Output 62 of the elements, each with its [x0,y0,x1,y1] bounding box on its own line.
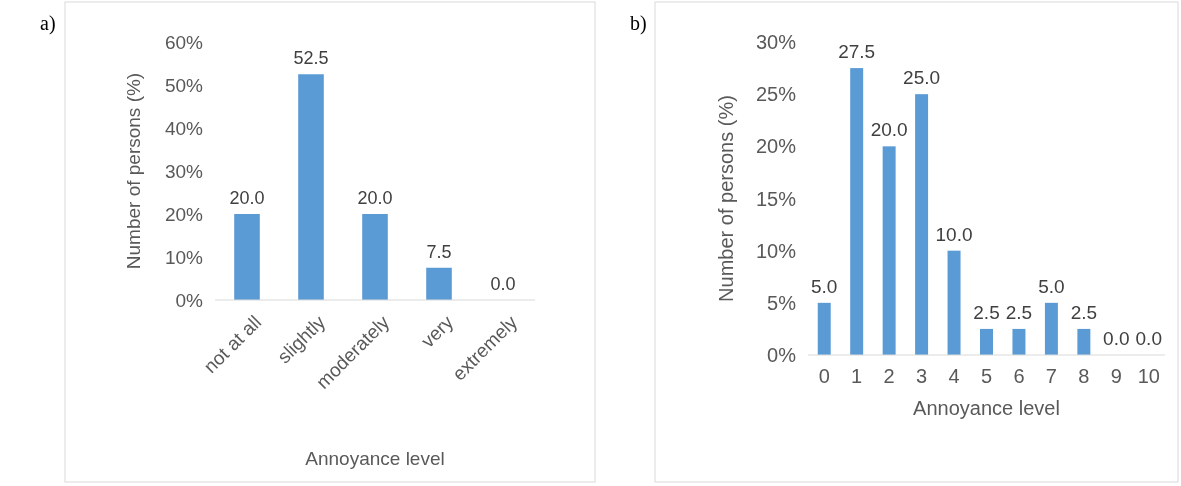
bar [1012,328,1026,355]
data-label: 20.0 [870,119,908,141]
bar [362,214,388,300]
x-tick-label: 3 [916,365,928,387]
y-tick-label: 30% [164,160,204,182]
data-label: 5.0 [811,275,838,297]
x-tick-label: 6 [1013,365,1025,387]
y-tick-label: 25% [755,83,797,106]
y-tick-label: 20% [164,203,204,225]
x-axis-title: Annoyance level [305,448,445,469]
data-label: 0.0 [1103,328,1130,349]
text: b) [630,12,647,35]
bar [298,74,324,300]
y-tick-label: 0% [767,344,797,366]
x-tick-label: not at all [199,311,266,378]
x-tick-label: 5 [980,365,993,387]
bar [980,328,993,355]
y-tick-label: 60% [164,31,204,53]
y-tick-label: 0% [175,289,204,311]
x-tick-label: 4 [948,365,960,387]
bar [915,94,929,355]
y-axis-title: Number of persons (%) [715,95,737,302]
x-tick-label: 2 [883,365,895,387]
x-tick-label: very [416,311,458,352]
data-label: 2.5 [973,301,1000,323]
bar [234,214,260,300]
data-label: 52.5 [293,48,329,69]
y-tick-label: 10% [164,246,204,268]
text: a) [40,12,56,35]
data-label: 2.5 [1070,301,1098,323]
y-tick-label: 40% [164,117,204,139]
data-label: 7.5 [426,241,452,262]
bar [426,267,452,300]
y-tick-label: 50% [164,74,204,96]
x-tick-label: 1 [851,365,863,387]
data-label: 2.5 [1005,301,1033,323]
y-tick-label: 10% [755,239,797,262]
data-label: 20.0 [357,188,393,208]
bar [1077,328,1091,355]
data-label: 5.0 [1038,275,1065,297]
x-axis-title: Annoyance level [913,397,1060,419]
bar [882,146,896,355]
data-label: 25.0 [903,67,941,89]
bar [850,68,864,355]
bar [947,250,961,355]
x-tick-label: 8 [1078,365,1090,387]
y-tick-label: 20% [755,135,797,158]
bar [817,302,831,355]
data-label: 10.0 [935,223,973,245]
y-tick-label: 15% [755,187,797,210]
data-label: 27.5 [838,41,876,63]
x-tick-label: 10 [1137,365,1160,387]
y-tick-label: 30% [755,31,797,53]
y-tick-label: 5% [767,291,797,314]
x-tick-label: 7 [1045,365,1057,387]
bar [1044,302,1058,355]
y-axis-title: Number of persons (%) [123,72,144,270]
x-tick-label: 0 [818,365,830,387]
data-label: 20.0 [229,188,265,208]
x-tick-label: 9 [1110,365,1122,387]
data-label: 0.0 [1135,328,1162,349]
data-label: 0.0 [490,274,516,294]
